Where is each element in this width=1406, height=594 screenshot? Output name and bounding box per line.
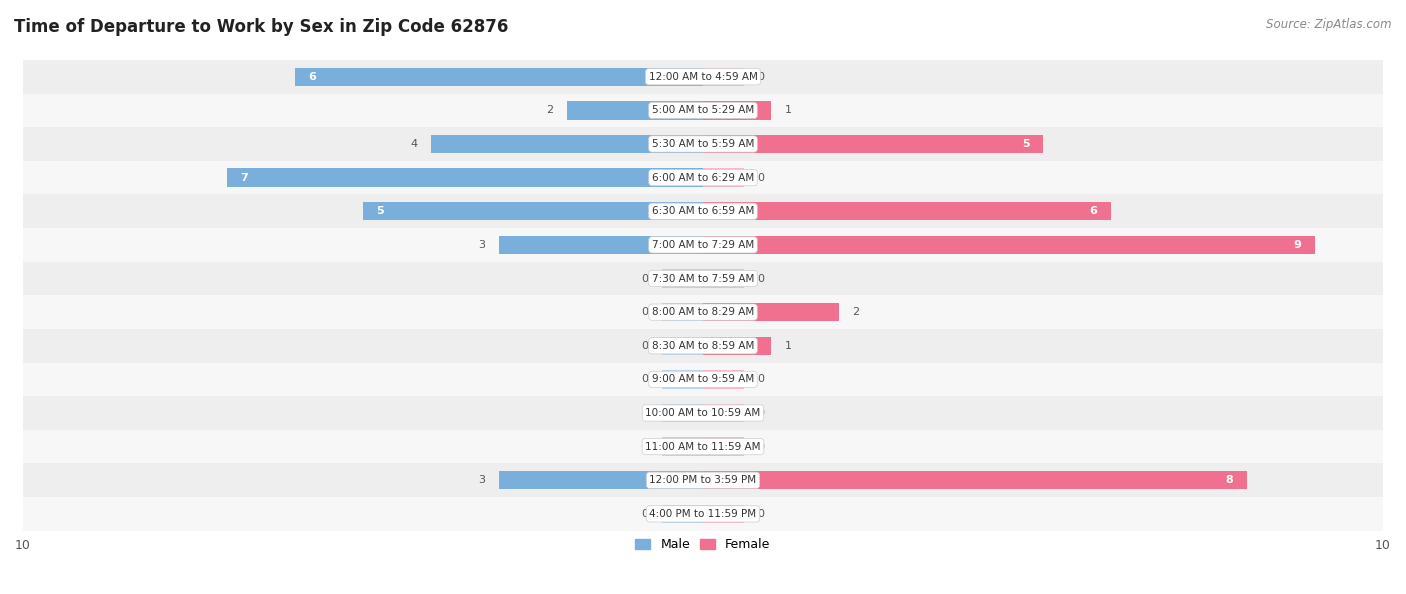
Text: Source: ZipAtlas.com: Source: ZipAtlas.com: [1267, 18, 1392, 31]
Text: 4: 4: [411, 139, 418, 149]
Text: 3: 3: [478, 475, 485, 485]
Bar: [662, 337, 703, 355]
Text: 6:00 AM to 6:29 AM: 6:00 AM to 6:29 AM: [652, 173, 754, 182]
Text: 0: 0: [758, 374, 765, 384]
Text: 2: 2: [852, 307, 859, 317]
Bar: [0, 228, 1406, 262]
Text: 12:00 PM to 3:59 PM: 12:00 PM to 3:59 PM: [650, 475, 756, 485]
Text: 6: 6: [308, 72, 316, 82]
Legend: Male, Female: Male, Female: [630, 533, 776, 557]
Bar: [703, 168, 744, 187]
Text: 0: 0: [641, 273, 648, 283]
Text: 0: 0: [758, 72, 765, 82]
Bar: [703, 437, 744, 456]
Bar: [0, 362, 1406, 396]
Text: 7:30 AM to 7:59 AM: 7:30 AM to 7:59 AM: [652, 273, 754, 283]
Text: 8:00 AM to 8:29 AM: 8:00 AM to 8:29 AM: [652, 307, 754, 317]
Bar: [0, 430, 1406, 463]
Bar: [703, 471, 1247, 489]
Bar: [703, 404, 744, 422]
Text: 8:30 AM to 8:59 AM: 8:30 AM to 8:59 AM: [652, 341, 754, 350]
Bar: [0, 94, 1406, 127]
Bar: [662, 404, 703, 422]
Bar: [703, 101, 770, 119]
Bar: [703, 303, 839, 321]
Text: 2: 2: [547, 105, 554, 115]
Bar: [703, 269, 744, 287]
Bar: [0, 161, 1406, 194]
Text: 10:00 AM to 10:59 AM: 10:00 AM to 10:59 AM: [645, 408, 761, 418]
Bar: [0, 295, 1406, 329]
Text: Time of Departure to Work by Sex in Zip Code 62876: Time of Departure to Work by Sex in Zip …: [14, 18, 509, 36]
Text: 5: 5: [377, 206, 384, 216]
Text: 6: 6: [1090, 206, 1098, 216]
Text: 11:00 AM to 11:59 AM: 11:00 AM to 11:59 AM: [645, 441, 761, 451]
Bar: [0, 463, 1406, 497]
Text: 9: 9: [1294, 240, 1302, 250]
Text: 7: 7: [240, 173, 249, 182]
Bar: [0, 329, 1406, 362]
Bar: [226, 168, 703, 187]
Text: 1: 1: [785, 105, 792, 115]
Text: 0: 0: [641, 441, 648, 451]
Text: 5:30 AM to 5:59 AM: 5:30 AM to 5:59 AM: [652, 139, 754, 149]
Bar: [0, 127, 1406, 161]
Bar: [662, 370, 703, 388]
Text: 0: 0: [758, 509, 765, 519]
Bar: [703, 202, 1111, 220]
Bar: [703, 370, 744, 388]
Bar: [703, 135, 1043, 153]
Bar: [703, 236, 1315, 254]
Text: 0: 0: [641, 408, 648, 418]
Text: 0: 0: [758, 173, 765, 182]
Bar: [0, 497, 1406, 530]
Bar: [295, 68, 703, 86]
Text: 4:00 PM to 11:59 PM: 4:00 PM to 11:59 PM: [650, 509, 756, 519]
Text: 0: 0: [758, 273, 765, 283]
Text: 7:00 AM to 7:29 AM: 7:00 AM to 7:29 AM: [652, 240, 754, 250]
Bar: [703, 505, 744, 523]
Text: 0: 0: [641, 341, 648, 350]
Bar: [432, 135, 703, 153]
Bar: [567, 101, 703, 119]
Bar: [662, 269, 703, 287]
Bar: [0, 396, 1406, 430]
Bar: [0, 194, 1406, 228]
Bar: [662, 303, 703, 321]
Text: 5: 5: [1022, 139, 1029, 149]
Bar: [0, 60, 1406, 94]
Text: 8: 8: [1226, 475, 1233, 485]
Bar: [499, 471, 703, 489]
Text: 12:00 AM to 4:59 AM: 12:00 AM to 4:59 AM: [648, 72, 758, 82]
Text: 0: 0: [641, 374, 648, 384]
Bar: [499, 236, 703, 254]
Bar: [363, 202, 703, 220]
Bar: [662, 437, 703, 456]
Bar: [703, 68, 744, 86]
Text: 0: 0: [758, 441, 765, 451]
Text: 3: 3: [478, 240, 485, 250]
Text: 1: 1: [785, 341, 792, 350]
Text: 0: 0: [758, 408, 765, 418]
Text: 5:00 AM to 5:29 AM: 5:00 AM to 5:29 AM: [652, 105, 754, 115]
Text: 9:00 AM to 9:59 AM: 9:00 AM to 9:59 AM: [652, 374, 754, 384]
Text: 0: 0: [641, 307, 648, 317]
Text: 6:30 AM to 6:59 AM: 6:30 AM to 6:59 AM: [652, 206, 754, 216]
Bar: [662, 505, 703, 523]
Bar: [703, 337, 770, 355]
Bar: [0, 262, 1406, 295]
Text: 0: 0: [641, 509, 648, 519]
